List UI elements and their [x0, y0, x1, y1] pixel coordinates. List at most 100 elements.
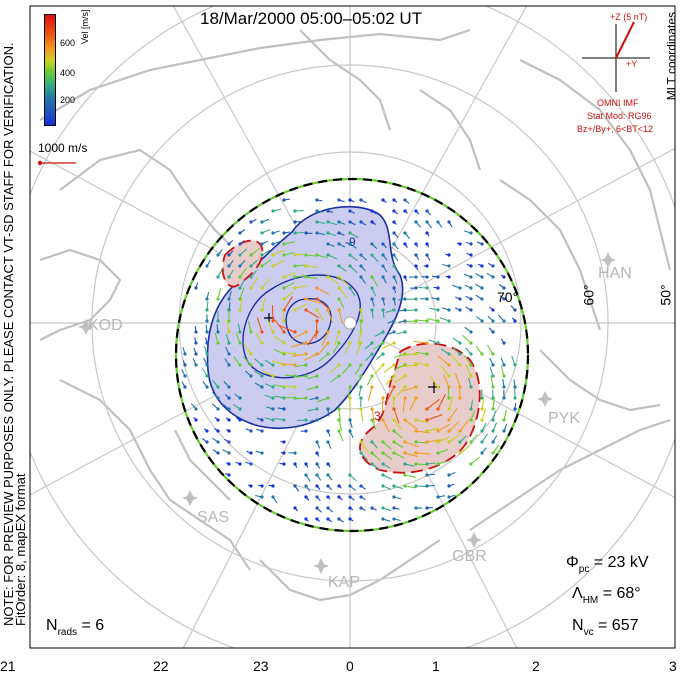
velocity-vector: [268, 484, 274, 487]
velocity-vector: [349, 265, 358, 274]
velocity-vector: [426, 473, 436, 476]
velocity-vector: [239, 229, 246, 234]
velocity-vector: [464, 347, 472, 355]
velocity-vector: [283, 198, 290, 201]
velocity-vector: [338, 309, 344, 324]
velocity-vector: [316, 441, 321, 449]
velocity-vector: [316, 199, 323, 202]
velocity-vector: [513, 379, 516, 388]
velocity-vector: [404, 210, 408, 214]
velocity-vector: [256, 417, 263, 421]
velocity-vector: [338, 430, 344, 442]
velocity-vector: [375, 353, 384, 360]
velocity-vector: [206, 259, 211, 267]
plot-frame: [29, 5, 676, 649]
velocity-vector: [393, 408, 400, 424]
velocity-vector: [431, 297, 439, 300]
velocity-vector: [402, 353, 417, 356]
velocity-vector: [393, 210, 398, 215]
velocity-vector: [327, 221, 338, 226]
velocity-vector: [256, 317, 263, 333]
velocity-vector: [316, 507, 322, 513]
velocity-vector: [398, 298, 406, 301]
velocity-vector: [338, 485, 342, 489]
velocity-vector: [245, 428, 252, 432]
velocity-vector: [294, 364, 307, 368]
coordinate-system-label: MLT coordinates: [664, 12, 678, 101]
velocity-vector: [426, 462, 436, 465]
velocity-vector: [393, 254, 399, 262]
velocity-vector: [360, 276, 366, 284]
velocity-vector: [228, 260, 234, 267]
velocity-vector: [393, 518, 401, 522]
velocity-vector: [426, 243, 430, 248]
velocity-vector: [228, 291, 232, 300]
velocity-vector: [327, 430, 331, 437]
velocity-vector: [440, 348, 450, 355]
velocity-vector: [271, 305, 274, 322]
negative-contour-inner-1: [242, 274, 361, 379]
velocity-vector: [214, 416, 219, 421]
velocity-vector: [228, 240, 234, 245]
velocity-vector: [465, 306, 472, 311]
velocity-vector: [250, 276, 259, 289]
velocity-vector: [233, 356, 241, 366]
velocity-vector: [356, 375, 362, 387]
velocity-vector: [283, 291, 294, 300]
velocity-vector: [382, 419, 390, 433]
velocity-vector: [437, 460, 450, 465]
velocity-vector: [382, 507, 392, 512]
velocity-vector: [364, 342, 373, 350]
velocity-vector: [305, 518, 309, 522]
velocity-vector: [511, 317, 516, 322]
velocity-vector: [327, 441, 332, 449]
velocity-vector: [316, 496, 321, 501]
mlt-tick-2: 2: [532, 658, 540, 674]
velocity-vector: [426, 254, 431, 261]
velocity-vector: [349, 474, 357, 482]
velocity-vector: [283, 241, 295, 245]
velocity-vector: [239, 259, 246, 267]
velocity-vector: [316, 232, 326, 236]
velocity-vector: [360, 485, 367, 490]
velocity-vector: [294, 463, 298, 468]
velocity-vector: [203, 428, 208, 432]
velocity-vector: [338, 221, 346, 225]
velocity-vector: [201, 368, 208, 377]
velocity-vector: [503, 423, 508, 432]
velocity-vector: [225, 462, 230, 465]
velocity-vector: [477, 263, 483, 267]
velocity-vector: [205, 337, 208, 344]
velocity-vector: [316, 485, 321, 490]
velocity-vector: [415, 452, 431, 455]
velocity-vector: [475, 316, 483, 322]
velocity-vector: [292, 331, 307, 339]
velocity-vector: [224, 394, 230, 399]
velocity-vector: [193, 417, 197, 421]
velocity-vector: [193, 347, 197, 355]
velocity-vector: [437, 393, 446, 410]
velocity-vector: [490, 375, 494, 388]
velocity-vector: [456, 242, 461, 245]
velocity-vector: [371, 507, 377, 511]
station-han: HAN: [598, 265, 632, 282]
velocity-vector: [329, 364, 340, 374]
velocity-vector: [439, 317, 450, 322]
velocity-vector: [459, 445, 470, 454]
velocity-vector: [338, 199, 345, 203]
velocity-vector: [316, 221, 326, 224]
velocity-vector: [306, 386, 318, 391]
velocity-vector: [371, 276, 379, 287]
velocity-vector: [448, 471, 456, 476]
velocity-vector: [492, 397, 495, 410]
velocity-vector: [349, 232, 359, 239]
velocity-vector: [205, 324, 208, 333]
velocity-vector: [272, 240, 281, 245]
velocity-vector: [464, 355, 472, 366]
velocity-vector: [303, 353, 318, 361]
velocity-vector: [284, 374, 296, 377]
velocity-vector: [497, 314, 505, 322]
velocity-vector: [429, 307, 439, 311]
velocity-vector: [393, 243, 399, 250]
velocity-vector: [448, 407, 458, 421]
